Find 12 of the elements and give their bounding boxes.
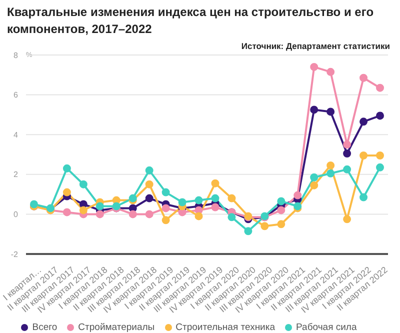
- y-tick-label: 4: [14, 130, 19, 140]
- legend-label: Строительная техника: [176, 322, 276, 333]
- y-tick-label: 8: [14, 50, 19, 60]
- chart-title: Квартальные изменения индекса цен на строительство и его компонентов, 2017–2022: [7, 4, 375, 38]
- y-tick-label: 0: [14, 210, 19, 220]
- y-tick-label: 6: [14, 90, 19, 100]
- y-tick-label: 2: [14, 170, 19, 180]
- text: Источник: Департамент статистики: [241, 41, 390, 51]
- legend-label: Рабочая сила: [296, 322, 357, 333]
- legend-label: Стройматериалы: [78, 322, 155, 333]
- y-tick-label: -2: [10, 250, 19, 259]
- legend-label: Всего: [32, 322, 58, 333]
